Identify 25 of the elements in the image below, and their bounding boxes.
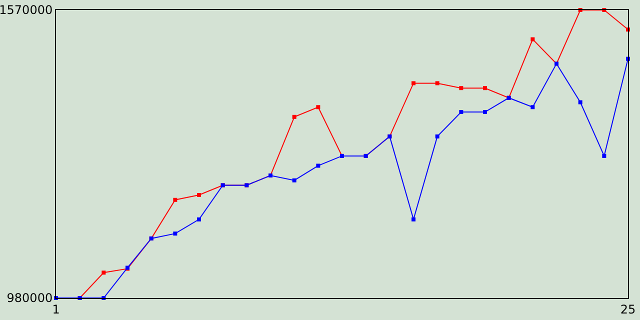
x-tick-label: 25 bbox=[620, 302, 636, 316]
point bbox=[412, 217, 416, 222]
point bbox=[412, 81, 416, 86]
point bbox=[435, 81, 440, 86]
point bbox=[483, 86, 487, 90]
point bbox=[197, 193, 201, 197]
point bbox=[173, 232, 178, 236]
point bbox=[173, 198, 178, 202]
point bbox=[459, 110, 464, 114]
y-tick-label: 1570000 bbox=[0, 3, 53, 18]
point bbox=[459, 86, 464, 90]
point bbox=[602, 154, 606, 158]
y-tick-label: 980000 bbox=[6, 291, 53, 306]
point bbox=[578, 100, 582, 104]
point bbox=[316, 164, 320, 168]
point bbox=[530, 37, 535, 42]
point bbox=[102, 270, 106, 275]
point bbox=[292, 114, 296, 119]
point bbox=[197, 217, 201, 222]
point bbox=[530, 105, 535, 110]
point bbox=[483, 110, 487, 114]
point bbox=[435, 134, 440, 138]
point bbox=[316, 105, 320, 110]
point bbox=[292, 178, 296, 182]
x-tick-label: 1 bbox=[52, 302, 60, 316]
